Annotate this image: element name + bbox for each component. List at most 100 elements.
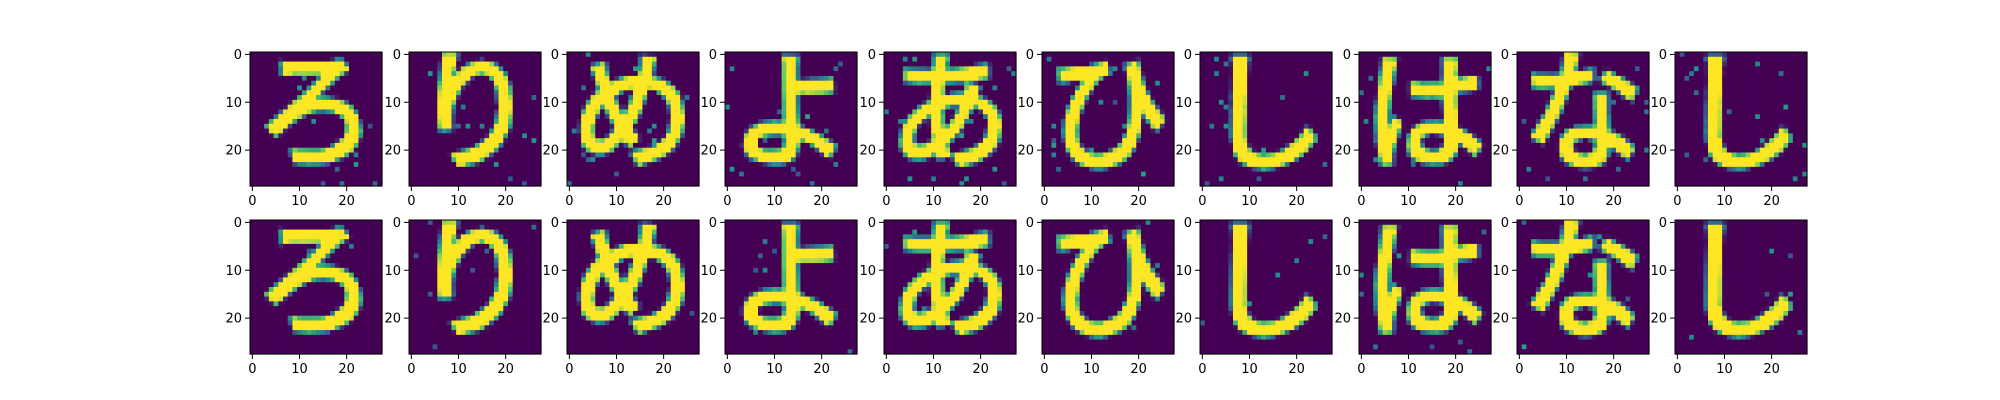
pixel-cell <box>283 75 289 82</box>
pixel-cell <box>800 166 806 173</box>
pixel-cell <box>432 176 438 182</box>
pixel-cell <box>912 128 918 134</box>
pixel-cell <box>576 152 582 158</box>
pixel-cell <box>670 147 677 154</box>
pixel-cell <box>694 56 700 63</box>
pixel-cell <box>734 142 740 149</box>
pixel-cell <box>451 104 457 111</box>
pixel-cell <box>278 80 284 87</box>
pixel-cell <box>935 142 942 149</box>
pixel-cell <box>1237 66 1244 72</box>
pixel-cell <box>781 109 787 115</box>
pixel-cell <box>884 114 890 120</box>
pixel-cell <box>1042 162 1048 168</box>
pixel-cell <box>618 75 625 82</box>
pixel-cell <box>739 56 745 63</box>
pixel-cell <box>432 171 438 178</box>
pixel-cell <box>526 138 533 144</box>
pixel-cell <box>1079 166 1086 173</box>
pixel-cell <box>838 147 844 154</box>
pixel-cell <box>1065 171 1071 178</box>
pixel-cell <box>907 109 913 115</box>
pixel-cell <box>921 56 928 63</box>
pixel-cell <box>926 90 932 96</box>
pixel-cell <box>334 142 341 149</box>
pixel-cell <box>926 85 932 91</box>
pixel-cell <box>297 133 303 139</box>
pixel-cell <box>358 99 364 106</box>
pixel-cell <box>446 147 453 154</box>
pixel-cell <box>316 85 322 91</box>
pixel-cell <box>675 99 681 106</box>
pixel-cell <box>1042 166 1048 173</box>
pixel-cell <box>968 176 975 182</box>
pixel-cell <box>666 75 672 82</box>
pixel-cell <box>623 90 629 96</box>
pixel-cell <box>1046 138 1053 144</box>
pixel-cell <box>776 181 783 187</box>
pixel-cell <box>781 56 787 63</box>
pixel-cell <box>959 85 965 91</box>
pixel-cell <box>446 162 453 168</box>
pixel-cell <box>264 157 270 163</box>
pixel-cell <box>292 166 298 173</box>
pixel-cell <box>531 90 537 96</box>
pixel-cell <box>1103 181 1109 187</box>
pixel-cell <box>517 90 523 96</box>
pixel-cell <box>522 56 528 63</box>
pixel-cell <box>1093 152 1100 158</box>
pixel-cell <box>330 181 336 187</box>
pixel-cell <box>973 75 979 82</box>
pixel-cell <box>772 166 778 173</box>
pixel-cell <box>367 119 374 125</box>
pixel-cell <box>498 95 504 101</box>
pixel-cell <box>1001 104 1008 111</box>
pixel-cell <box>1233 52 1239 58</box>
pixel-cell <box>1145 61 1152 67</box>
pixel-cell <box>517 114 523 120</box>
pixel-cell <box>838 123 844 130</box>
pixel-cell <box>567 61 573 67</box>
pixel-cell <box>522 61 528 67</box>
pixel-cell <box>595 162 601 168</box>
pixel-cell <box>316 52 322 58</box>
pixel-cell <box>600 166 606 173</box>
pixel-cell <box>531 80 537 87</box>
pixel-cell <box>479 104 486 111</box>
pixel-cell <box>670 138 677 144</box>
pixel-cell <box>656 85 662 91</box>
pixel-cell <box>842 66 849 72</box>
pixel-cell <box>743 176 750 182</box>
pixel-cell <box>973 90 979 96</box>
pixel-cell <box>1042 75 1048 82</box>
pixel-cell <box>259 152 265 158</box>
pixel-cell <box>489 138 495 144</box>
pixel-cell <box>828 71 835 77</box>
pixel-cell <box>585 181 592 187</box>
pixel-cell <box>983 128 989 134</box>
pixel-cell <box>283 152 289 158</box>
pixel-cell <box>367 176 374 182</box>
pixel-cell <box>460 138 467 144</box>
pixel-cell <box>814 128 820 134</box>
pixel-cell <box>283 119 289 125</box>
pixel-cell <box>954 95 961 101</box>
pixel-cell <box>571 52 578 58</box>
pixel-cell <box>902 80 909 87</box>
pixel-cell <box>647 138 653 144</box>
pixel-cell <box>921 75 928 82</box>
pixel-cell <box>791 56 797 63</box>
pixel-cell <box>912 114 918 120</box>
pixel-cell <box>888 80 895 87</box>
pixel-cell <box>1209 75 1215 82</box>
pixel-cell <box>581 104 587 111</box>
pixel-cell <box>479 147 486 154</box>
pixel-cell <box>456 176 462 182</box>
pixel-cell <box>680 133 686 139</box>
pixel-cell <box>623 56 629 63</box>
y-tick-label: 10 <box>542 96 559 111</box>
pixel-cell <box>637 52 644 58</box>
pixel-cell <box>446 56 453 63</box>
pixel-cell <box>824 133 830 139</box>
pixel-cell <box>320 95 327 101</box>
